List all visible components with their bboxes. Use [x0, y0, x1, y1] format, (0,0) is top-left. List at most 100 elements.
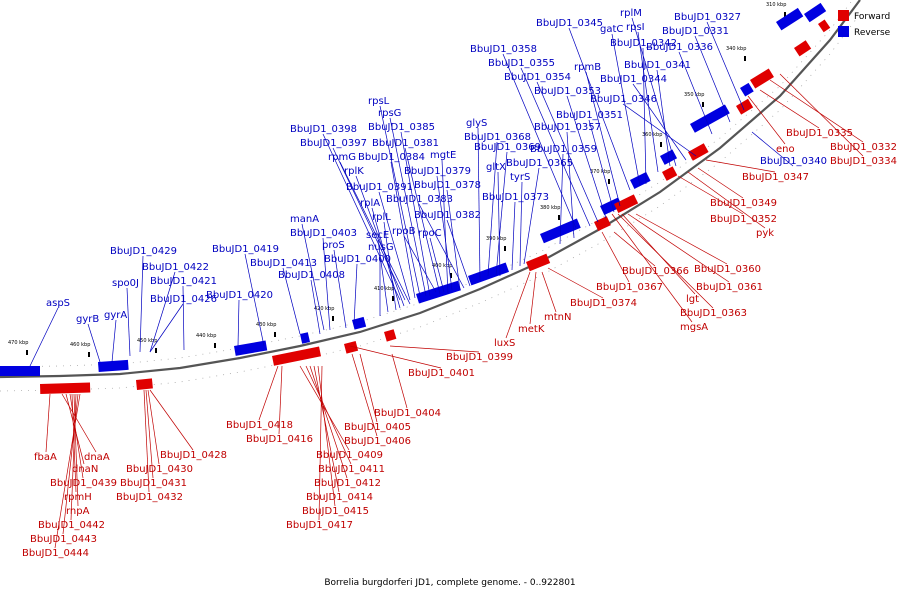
reverse-leader-line — [706, 21, 745, 111]
reverse-gene-label: spo0J — [112, 278, 139, 289]
forward-leader-line — [391, 353, 408, 409]
forward-gene-block — [383, 329, 397, 342]
reverse-gene-label: BbuJD1_0355 — [488, 58, 555, 69]
reverse-gene-label: nusG — [368, 242, 394, 253]
scale-tick-label: 440 kbp — [196, 333, 216, 339]
forward-gene-label: BbuJD1_0414 — [306, 492, 373, 503]
forward-gene-label: BbuJD1_0442 — [38, 520, 105, 531]
scale-tick-mark — [608, 179, 610, 184]
reverse-leader-line — [751, 131, 794, 167]
forward-gene-label: BbuJD1_0401 — [408, 368, 475, 379]
forward-gene-block — [40, 382, 91, 394]
reverse-gene-label: rpoB — [392, 226, 416, 237]
reverse-leader-line — [301, 223, 325, 331]
forward-gene-label: BbuJD1_0334 — [830, 156, 897, 167]
reverse-gene-label: BbuJD1_0357 — [534, 122, 601, 133]
forward-swatch — [838, 10, 849, 21]
scale-tick-mark — [784, 12, 786, 17]
forward-leader-line — [73, 393, 79, 507]
reverse-leader-line — [322, 133, 401, 301]
reverse-gene-label: BbuJD1_0373 — [482, 192, 549, 203]
scale-tick-mark — [558, 215, 560, 220]
reverse-leader-line — [588, 119, 615, 213]
reverse-leader-line — [446, 219, 471, 287]
forward-gene-label: BbuJD1_0374 — [570, 298, 637, 309]
reverse-leader-line — [282, 267, 301, 335]
reverse-gene-block — [352, 316, 367, 330]
forward-leader-line — [62, 393, 79, 535]
reverse-leader-line — [383, 221, 397, 311]
reverse-leader-line — [377, 239, 389, 313]
forward-leader-line — [145, 389, 154, 479]
scale-tick-label: 310 kbp — [766, 2, 786, 8]
reverse-gene-label: rpmG — [328, 152, 356, 163]
reverse-leader-line — [339, 161, 411, 305]
reverse-leader-line — [182, 285, 185, 351]
reverse-swatch — [838, 26, 849, 37]
forward-gene-label: dnaN — [72, 464, 98, 475]
reverse-gene-label: BbuJD1_0421 — [150, 276, 217, 287]
reverse-gene-label: BbuJD1_0400 — [324, 254, 391, 265]
forward-leader-line — [677, 175, 744, 215]
forward-gene-label: BbuJD1_0439 — [50, 478, 117, 489]
forward-gene-label: dnaA — [84, 452, 110, 463]
reverse-gene-label: BbuJD1_0398 — [290, 124, 357, 135]
reverse-gene-block — [300, 332, 310, 344]
reverse-gene-label: BbuJD1_0365 — [506, 158, 573, 169]
forward-gene-label: BbuJD1_0406 — [344, 436, 411, 447]
reverse-leader-line — [631, 17, 677, 167]
forward-gene-label: BbuJD1_0409 — [316, 450, 383, 461]
reverse-leader-line — [656, 69, 671, 167]
reverse-leader-line — [622, 103, 697, 157]
reverse-leader-line — [487, 141, 498, 277]
forward-gene-label: pyk — [756, 228, 774, 239]
reverse-gene-label: rpmB — [574, 62, 601, 73]
reverse-gene-label: gyrA — [104, 310, 127, 321]
reverse-leader-line — [418, 203, 465, 289]
reverse-leader-line — [611, 33, 641, 187]
forward-gene-label: metK — [518, 324, 545, 335]
scale-tick-mark — [26, 350, 28, 355]
reverse-leader-line — [678, 51, 713, 135]
reverse-leader-line — [511, 201, 516, 271]
reverse-leader-line — [333, 249, 347, 329]
forward-gene-block — [749, 68, 774, 89]
forward-gene-label: BbuJD1_0431 — [120, 478, 187, 489]
forward-leader-line — [529, 271, 537, 325]
forward-leader-line — [54, 393, 81, 549]
reverse-gene-block — [775, 7, 804, 31]
forward-leader-line — [547, 267, 604, 299]
forward-leader-line — [359, 353, 378, 423]
reverse-gene-label: BbuJD1_0413 — [250, 258, 317, 269]
reverse-gene-block — [416, 280, 461, 304]
reverse-leader-line — [495, 151, 508, 277]
reverse-gene-label: BbuJD1_0368 — [464, 132, 531, 143]
forward-gene-block — [794, 40, 812, 57]
forward-gene-label: BbuJD1_0432 — [116, 492, 183, 503]
forward-gene-label: BbuJD1_0360 — [694, 264, 761, 275]
reverse-leader-line — [568, 27, 631, 191]
reverse-gene-label: gyrB — [76, 314, 99, 325]
forward-leader-line — [317, 365, 336, 507]
forward-leader-line — [318, 365, 323, 521]
scale-tick-label: 400 kbp — [432, 263, 452, 269]
forward-gene-label: BbuJD1_0443 — [30, 534, 97, 545]
reverse-leader-line — [139, 255, 144, 353]
reverse-gene-label: BbuJD1_0342 — [610, 38, 677, 49]
forward-leader-line — [299, 365, 350, 451]
reverse-gene-label: BbuJD1_0358 — [470, 44, 537, 55]
reverse-gene-label: BbuJD1_0327 — [674, 12, 741, 23]
forward-gene-block — [272, 346, 322, 366]
forward-gene-block — [736, 98, 754, 115]
reverse-gene-label: BbuJD1_0384 — [358, 152, 425, 163]
reverse-leader-line — [378, 191, 411, 301]
reverse-gene-label: BbuJD1_0403 — [290, 228, 357, 239]
reverse-gene-block — [467, 262, 510, 286]
reverse-gene-block — [804, 2, 827, 23]
reverse-gene-block — [690, 104, 730, 133]
reverse-leader-line — [390, 161, 416, 299]
forward-gene-block — [594, 216, 611, 232]
scale-tick-mark — [214, 343, 216, 348]
reverse-leader-line — [404, 147, 441, 295]
forward-leader-line — [759, 89, 820, 129]
